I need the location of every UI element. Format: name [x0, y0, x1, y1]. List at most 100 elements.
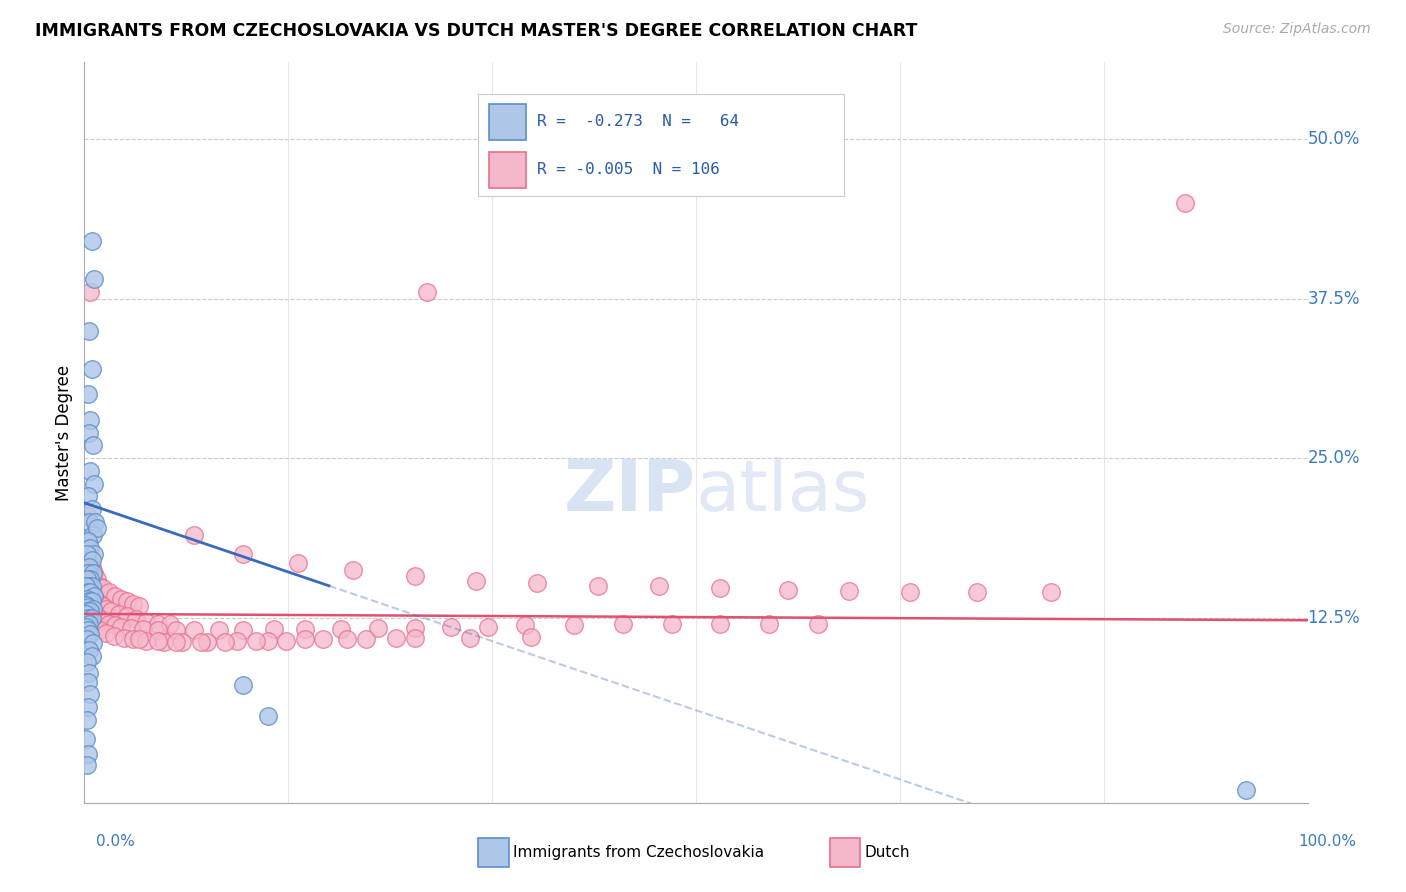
Point — [404, 621, 426, 635]
Point — [79, 687, 101, 701]
Point — [110, 591, 132, 606]
Text: IMMIGRANTS FROM CZECHOSLOVAKIA VS DUTCH MASTER'S DEGREE CORRELATION CHART: IMMIGRANTS FROM CZECHOSLOVAKIA VS DUTCH … — [35, 22, 918, 40]
Point — [79, 627, 101, 641]
Point — [82, 527, 104, 541]
Text: 12.5%: 12.5% — [1308, 608, 1360, 627]
Point — [183, 624, 205, 638]
Text: Immigrants from Czechoslovakia: Immigrants from Czechoslovakia — [513, 846, 765, 860]
Point — [77, 585, 100, 599]
Point — [125, 612, 148, 626]
Point — [77, 559, 100, 574]
Point — [104, 618, 127, 632]
Point — [172, 635, 194, 649]
Point — [77, 547, 100, 561]
Point — [146, 633, 169, 648]
Point — [128, 599, 150, 614]
Point — [122, 597, 145, 611]
Point — [661, 617, 683, 632]
Point — [190, 635, 212, 649]
Point — [342, 564, 364, 578]
Point — [110, 620, 132, 634]
Point — [146, 617, 169, 632]
Point — [80, 594, 103, 608]
Point — [330, 622, 353, 636]
Point — [77, 665, 100, 680]
Point — [77, 747, 100, 762]
Point — [77, 611, 100, 625]
Point — [96, 601, 118, 615]
Point — [115, 609, 138, 624]
Point — [80, 553, 103, 567]
Point — [82, 636, 104, 650]
Point — [77, 585, 100, 599]
Point — [97, 585, 120, 599]
Point — [776, 582, 799, 597]
Point — [77, 425, 100, 440]
Point — [77, 515, 100, 529]
Point — [404, 568, 426, 582]
Point — [513, 618, 536, 632]
Point — [83, 476, 105, 491]
Point — [586, 579, 609, 593]
Point — [165, 624, 187, 638]
Point — [77, 700, 100, 714]
Point — [83, 272, 105, 286]
Point — [79, 541, 101, 555]
Point — [75, 598, 97, 612]
Point — [648, 579, 671, 593]
Point — [93, 615, 115, 629]
Point — [153, 635, 176, 649]
Point — [404, 631, 426, 645]
Point — [89, 624, 111, 638]
Point — [77, 617, 100, 632]
Point — [77, 600, 100, 615]
Point — [120, 621, 142, 635]
Point — [112, 631, 135, 645]
Point — [562, 618, 585, 632]
Point — [79, 464, 101, 478]
Point — [287, 556, 309, 570]
Point — [77, 490, 100, 504]
Point — [80, 611, 103, 625]
Point — [86, 609, 108, 624]
Point — [80, 589, 103, 603]
Point — [79, 585, 101, 599]
Point — [83, 591, 105, 606]
Point — [82, 601, 104, 615]
Point — [1039, 585, 1062, 599]
Point — [83, 589, 105, 603]
Text: ZIP: ZIP — [564, 458, 696, 526]
Point — [77, 387, 100, 401]
Point — [135, 633, 157, 648]
Point — [966, 585, 988, 599]
Point — [76, 656, 98, 670]
Point — [82, 566, 104, 580]
Point — [86, 521, 108, 535]
Point — [107, 607, 129, 621]
Text: 25.0%: 25.0% — [1308, 450, 1360, 467]
Point — [477, 620, 499, 634]
Point — [103, 629, 125, 643]
Point — [263, 622, 285, 636]
Point — [464, 574, 486, 588]
Point — [132, 622, 155, 636]
Point — [612, 617, 634, 632]
Point — [183, 527, 205, 541]
Point — [75, 579, 97, 593]
Point — [82, 438, 104, 452]
Point — [257, 709, 280, 723]
Point — [208, 624, 231, 638]
Point — [76, 547, 98, 561]
Point — [276, 633, 298, 648]
Point — [76, 591, 98, 606]
Point — [195, 635, 218, 649]
Point — [1236, 783, 1258, 797]
Point — [75, 607, 97, 621]
Text: 50.0%: 50.0% — [1308, 130, 1360, 148]
Point — [526, 576, 548, 591]
Point — [80, 361, 103, 376]
Point — [79, 285, 101, 300]
Point — [79, 413, 101, 427]
Point — [75, 731, 97, 746]
Point — [87, 579, 110, 593]
